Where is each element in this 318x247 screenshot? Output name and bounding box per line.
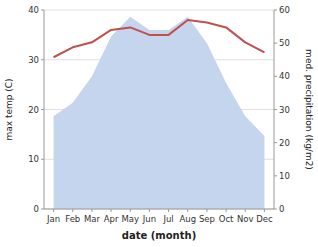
grid-line — [44, 10, 274, 11]
y-tick-label: 30 — [28, 55, 39, 65]
axes: Jan Feb MarAprMayJun Jul AugSep OctNovDec 0 10 2… — [28, 5, 290, 224]
background — [0, 0, 318, 247]
y-tick-label: 0 — [34, 204, 39, 214]
y2-tick-label: 0 — [279, 204, 284, 214]
y2-axis-label: med. precipitation (kg/m2) — [304, 49, 314, 170]
y-tick — [41, 10, 44, 11]
x-tick-label: Jun — [142, 214, 156, 224]
y-tick — [41, 159, 44, 160]
x-tick — [206, 209, 207, 212]
y2-tick — [274, 10, 277, 11]
x-axis-line — [44, 209, 274, 210]
y2-tick — [274, 209, 277, 210]
x-tick-label: Aug — [179, 214, 196, 224]
x-tick-label: Nov — [237, 214, 254, 224]
x-tick-label: Mar — [84, 214, 101, 224]
x-tick — [226, 209, 227, 212]
x-tick-label: Jul — [162, 214, 173, 224]
y-tick-label: 20 — [28, 105, 39, 115]
y-tick — [41, 109, 44, 110]
x-tick-label: Jan — [46, 214, 60, 224]
chart-svg: Jan Feb MarAprMayJun Jul AugSep OctNovDec 0 10 2… — [0, 0, 318, 247]
y-tick-label: 40 — [28, 5, 39, 15]
x-tick-label: Feb — [65, 214, 80, 224]
grid — [44, 10, 274, 209]
x-tick — [72, 209, 73, 212]
chart-container: Jan Feb MarAprMayJun Jul AugSep OctNovDec 0 10 2… — [0, 0, 318, 247]
y-tick — [41, 209, 44, 210]
y2-tick-label: 10 — [279, 171, 290, 181]
x-tick — [168, 209, 169, 212]
y2-tick-label: 40 — [279, 71, 290, 81]
x-tick — [245, 209, 246, 212]
y-tick — [41, 59, 44, 60]
y-axis-label: max temp (C) — [4, 78, 14, 140]
x-tick — [264, 209, 265, 212]
temperature-line — [54, 20, 265, 57]
grid-line — [44, 209, 274, 210]
plot-area — [54, 17, 265, 209]
x-tick-label: Oct — [219, 214, 234, 224]
y2-tick — [274, 109, 277, 110]
x-tick — [149, 209, 150, 212]
x-tick — [91, 209, 92, 212]
x-tick — [111, 209, 112, 212]
y2-tick-label: 60 — [279, 5, 290, 15]
y2-tick — [274, 142, 277, 143]
y2-tick-label: 20 — [279, 138, 290, 148]
x-tick — [130, 209, 131, 212]
y2-tick — [274, 43, 277, 44]
x-tick-label: Sep — [199, 214, 215, 224]
y2-tick — [274, 175, 277, 176]
x-tick-label: Apr — [104, 214, 119, 224]
y2-tick-label: 50 — [279, 38, 290, 48]
x-tick-label: May — [121, 214, 139, 224]
y2-tick-label: 30 — [279, 105, 290, 115]
x-tick — [53, 209, 54, 212]
y-tick-label: 10 — [28, 154, 39, 164]
x-axis-label: date (month) — [122, 230, 196, 241]
y2-tick — [274, 76, 277, 77]
page: {"chart_data": {"type": "line", "xlabel"… — [0, 0, 318, 247]
x-tick-label: Dec — [256, 214, 273, 224]
precipitation-area — [54, 17, 265, 209]
x-tick — [187, 209, 188, 212]
